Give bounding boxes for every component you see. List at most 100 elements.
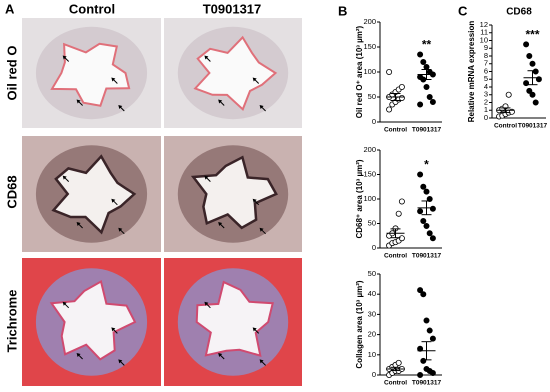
y-tick-label: 0	[372, 370, 376, 379]
y-tick-label: 11	[480, 28, 488, 37]
data-point	[426, 230, 433, 237]
arrow-head	[76, 99, 81, 104]
arrow-head	[218, 99, 223, 104]
data-point	[532, 99, 539, 106]
y-axis-label: CD68⁺ area (10³ µm²)	[355, 159, 364, 238]
x-tick-label: Control	[384, 380, 407, 387]
arrow-head	[111, 198, 116, 203]
y-tick-label: 3	[484, 90, 488, 99]
data-point	[423, 188, 430, 195]
row-label: CD68	[4, 175, 19, 208]
data-point	[398, 198, 405, 205]
y-axis-label: Collagen area (10³ µm²)	[355, 280, 364, 369]
arrow-head	[118, 359, 123, 364]
data-point	[529, 91, 536, 98]
data-point	[386, 69, 393, 76]
data-point	[417, 171, 424, 178]
data-point	[420, 291, 427, 298]
data-point	[532, 68, 539, 75]
data-point	[420, 218, 427, 225]
row-label: Oil red O	[4, 46, 19, 101]
histology-image	[164, 136, 302, 252]
y-tick-label: 40	[368, 289, 376, 298]
vessel-lumen	[190, 155, 278, 230]
column-header: T0901317	[203, 1, 262, 16]
panel-label: A	[5, 1, 15, 16]
arrow-head	[218, 353, 223, 357]
significance: **	[422, 38, 432, 52]
panel-label: C	[458, 3, 468, 18]
x-tick-label: Control	[384, 127, 407, 134]
data-point	[417, 51, 424, 58]
y-tick-label: 50	[368, 269, 376, 278]
column-header: Control	[69, 1, 115, 16]
x-tick-label: T0901317	[412, 127, 442, 134]
significance: ***	[525, 28, 539, 42]
x-tick-label: T0901317	[412, 380, 442, 387]
data-point	[426, 195, 433, 202]
arrow-head	[118, 105, 123, 109]
histology-image	[22, 258, 161, 386]
histology-image	[22, 136, 161, 252]
y-tick-label: 200	[363, 17, 376, 26]
data-point	[423, 222, 430, 229]
arrow-head	[62, 55, 67, 60]
data-point	[429, 99, 436, 106]
data-point	[429, 369, 436, 376]
y-tick-label: 12	[480, 20, 488, 29]
data-point	[429, 235, 436, 242]
y-tick-label: 9	[484, 43, 488, 52]
y-tick-label: 50	[368, 92, 376, 101]
data-point	[429, 335, 436, 342]
y-tick-label: 6	[484, 66, 488, 75]
data-point	[386, 106, 393, 113]
arrow-head	[111, 327, 116, 332]
data-point	[417, 101, 424, 108]
data-point	[423, 84, 430, 91]
y-axis-label: Relative mRNA expression	[467, 21, 476, 123]
data-point	[398, 84, 405, 91]
arrow-head	[259, 359, 264, 364]
y-tick-label: 10	[368, 350, 376, 359]
y-tick-label: 150	[363, 169, 376, 178]
x-tick-label: Control	[384, 253, 407, 260]
significance: *	[424, 158, 429, 172]
y-tick-label: 0	[372, 243, 376, 252]
x-tick-label: T0901317	[412, 253, 442, 260]
y-tick-label: 50	[368, 218, 376, 227]
arrow-head	[118, 227, 123, 232]
data-point	[395, 359, 402, 366]
data-point	[526, 53, 533, 60]
histology-image	[22, 18, 161, 128]
y-tick-label: 7	[484, 59, 488, 68]
arrow-head	[204, 175, 209, 180]
arrow-head	[204, 301, 209, 306]
data-point	[426, 94, 433, 101]
data-point	[420, 59, 427, 66]
x-tick-label: T0901317	[518, 123, 548, 130]
data-point	[505, 91, 512, 98]
histology-image	[164, 18, 302, 128]
vessel-lumen	[195, 280, 274, 358]
arrow-head	[62, 175, 67, 180]
data-point	[420, 357, 427, 364]
vessel-lumen	[50, 42, 131, 107]
arrow-head	[252, 327, 257, 332]
arrow-head	[252, 77, 257, 82]
data-point	[417, 371, 424, 378]
arrow-head	[218, 222, 223, 226]
row-label: Trichrome	[4, 290, 19, 353]
arrow-head	[76, 353, 81, 357]
data-point	[398, 95, 405, 102]
y-tick-label: 2	[484, 97, 488, 106]
data-point	[529, 60, 536, 67]
y-tick-label: 1	[484, 105, 488, 114]
y-tick-label: 8	[484, 51, 488, 60]
vessel-lumen	[51, 154, 137, 235]
data-point	[429, 205, 436, 212]
data-point	[417, 208, 424, 215]
data-point	[417, 345, 424, 352]
data-point	[523, 80, 530, 87]
vessel-lumen	[193, 35, 278, 112]
